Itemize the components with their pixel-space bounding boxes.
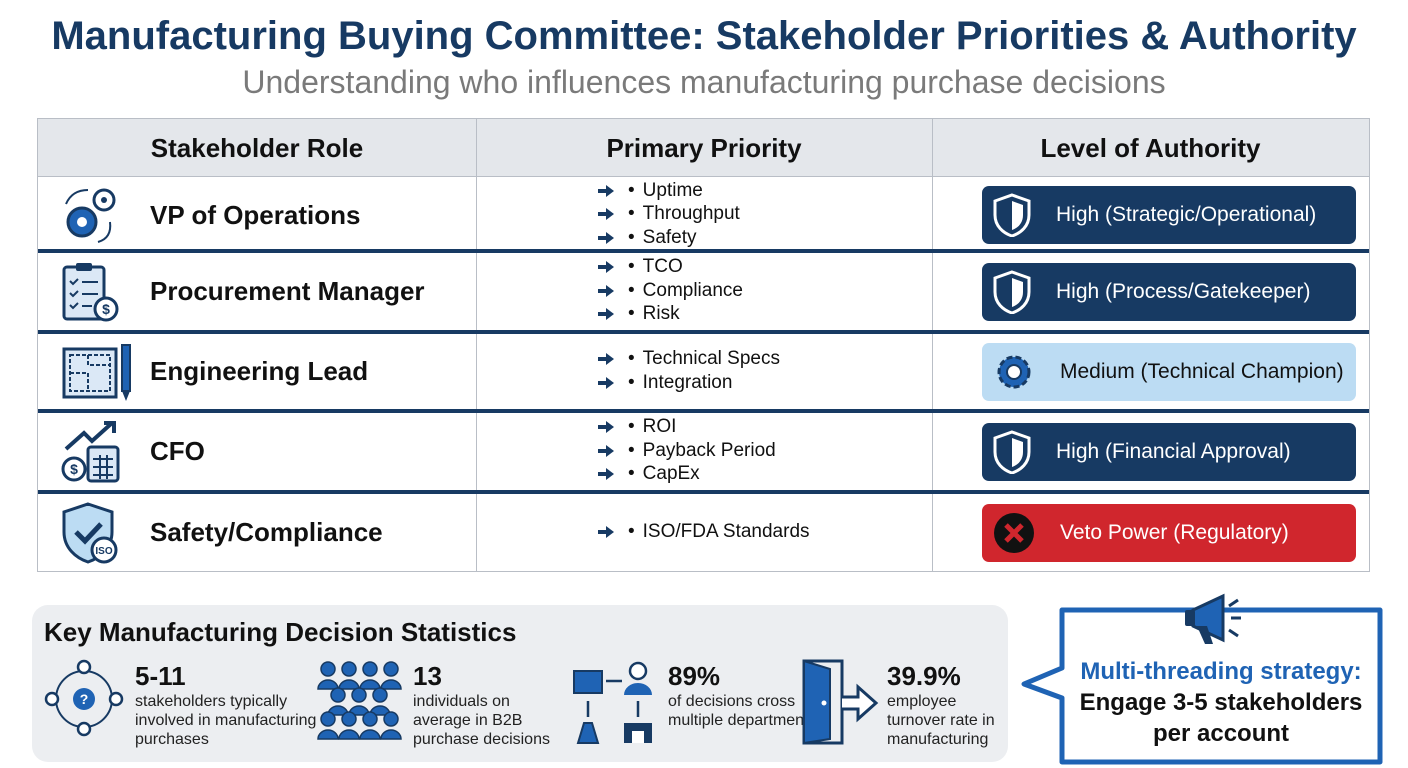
stat-icon <box>312 657 408 746</box>
arrow <box>598 444 614 457</box>
row-separator <box>38 249 1369 253</box>
priority-item: Throughput <box>598 202 740 226</box>
arrow <box>598 376 614 389</box>
arrow <box>598 208 614 221</box>
role-name: Procurement Manager <box>150 276 425 306</box>
priority-list: Technical SpecsIntegration <box>598 347 780 395</box>
statistics-panel: Key Manufacturing Decision Statistics ? 5… <box>32 605 1008 762</box>
stat-label: stakeholders typically involved in manuf… <box>135 693 317 748</box>
authority-text: High (Strategic/Operational) <box>1056 203 1317 226</box>
priority-item: Technical Specs <box>598 347 780 371</box>
callout-text: Engage 3-5 stakeholders per account <box>1079 689 1363 747</box>
priority-list: UptimeThroughputSafety <box>598 179 740 250</box>
authority-badge: High (Process/Gatekeeper) <box>982 262 1356 321</box>
priority-list: ISO/FDA Standards <box>598 520 810 544</box>
role-name: Safety/Compliance <box>150 517 383 547</box>
role-icon: ISO <box>58 500 124 571</box>
svg-text:$: $ <box>102 301 110 317</box>
stat-value: 39.9% <box>887 661 961 691</box>
svg-text:ISO: ISO <box>95 546 112 557</box>
authority-text: High (Financial Approval) <box>1056 439 1291 463</box>
stat-icon <box>570 657 660 752</box>
row-separator <box>38 330 1369 334</box>
priority-list: TCOComplianceRisk <box>598 255 743 326</box>
svg-text:$: $ <box>70 461 78 477</box>
role-name: CFO <box>150 436 205 466</box>
authority-text: Veto Power (Regulatory) <box>1060 520 1289 544</box>
priority-item: Risk <box>598 302 743 326</box>
arrow <box>598 353 614 365</box>
title: Manufacturing Buying Committee: Stakehol… <box>51 14 1357 58</box>
authority-badge: High (Strategic/Operational) <box>982 186 1356 244</box>
stat-label: employee turnover rate in manufacturing <box>887 693 995 748</box>
priority-item: ISO/FDA Standards <box>598 520 810 544</box>
priority-item: Integration <box>598 371 780 395</box>
stat-icon <box>796 657 880 752</box>
row-separator <box>38 409 1369 413</box>
badge-icon <box>992 429 1044 474</box>
header-row <box>38 119 1369 177</box>
stat-icon: ? <box>42 657 126 746</box>
arrow <box>598 308 614 321</box>
stat-value: 5-11 <box>135 661 186 691</box>
table: Stakeholder Role Primary Priority Level … <box>37 118 1370 572</box>
role-icon <box>58 339 138 410</box>
role-icon: $ <box>58 259 124 330</box>
priority-item: CapEx <box>598 462 776 486</box>
column-divider <box>476 119 477 571</box>
authority-text: Medium (Technical Champion) <box>1060 359 1344 383</box>
badge-icon <box>992 193 1044 237</box>
column-header: Stakeholder Role <box>150 132 364 163</box>
arrow <box>598 525 614 538</box>
priority-item: Uptime <box>598 179 740 203</box>
role-name: VP of Operations <box>150 199 361 230</box>
priority-item: TCO <box>598 255 743 279</box>
callout-heading: Multi-threading strategy: <box>1080 658 1362 685</box>
badge-icon <box>992 511 1048 555</box>
priority-item: Payback Period <box>598 439 776 463</box>
priority-item: Compliance <box>598 279 743 303</box>
authority-badge: High (Financial Approval) <box>982 422 1356 481</box>
authority-badge: Medium (Technical Champion) <box>982 342 1356 401</box>
column-divider <box>932 119 933 571</box>
callout-frame <box>1021 593 1383 765</box>
stat-label: individuals on average in B2B purchase d… <box>413 693 550 748</box>
column-header: Primary Priority <box>606 132 802 163</box>
column-header: Level of Authority <box>1040 132 1261 163</box>
subtitle: Understanding who influences manufacturi… <box>242 64 1166 100</box>
arrow <box>598 184 614 197</box>
role-icon <box>58 182 124 253</box>
priority-item: ROI <box>598 415 776 439</box>
arrow <box>598 261 614 274</box>
stat-value: 13 <box>413 661 442 691</box>
row-separator <box>38 490 1369 494</box>
arrow <box>598 421 614 434</box>
arrow <box>598 468 614 481</box>
priority-item: Safety <box>598 226 740 250</box>
role-name: Engineering Lead <box>150 356 369 386</box>
authority-badge: Veto Power (Regulatory) <box>982 503 1356 562</box>
role-icon: $ <box>58 419 124 490</box>
statistics-title: Key Manufacturing Decision Statistics <box>44 617 517 647</box>
badge-icon <box>992 350 1048 394</box>
stat-value: 89% <box>668 661 721 691</box>
arrow <box>598 284 614 297</box>
svg-text:?: ? <box>80 691 89 707</box>
badge-icon <box>992 269 1044 314</box>
callout: Multi-threading strategy: Engage 3-5 sta… <box>1066 656 1376 749</box>
authority-text: High (Process/Gatekeeper) <box>1056 279 1311 303</box>
priority-list: ROIPayback PeriodCapEx <box>598 415 776 486</box>
stat-label: of decisions cross multiple departments <box>668 693 817 729</box>
arrow <box>598 231 614 244</box>
